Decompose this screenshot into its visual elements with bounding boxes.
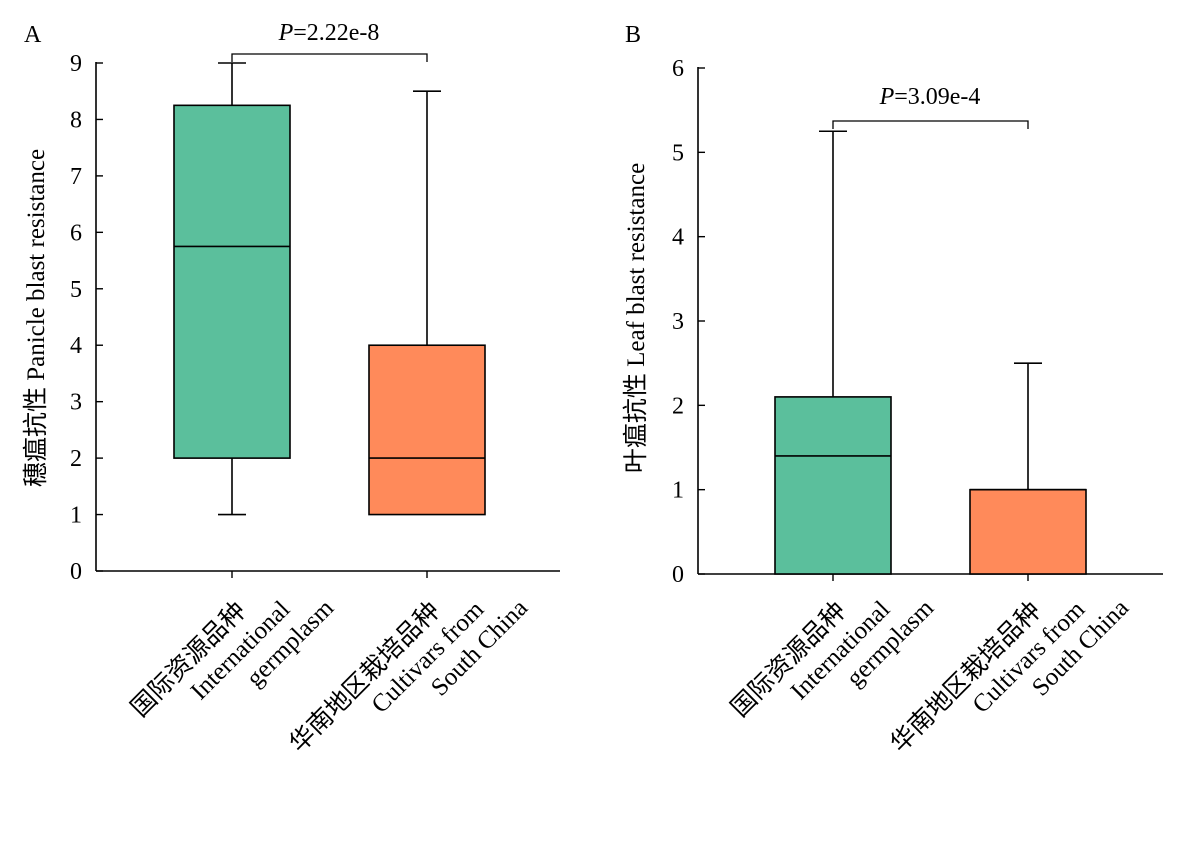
panel-b-y-axis-label: 叶瘟抗性 Leaf blast resistance bbox=[622, 163, 650, 473]
panel-a: A 穗瘟抗性 Panicle blast resistance 0 1 2 3 4 5 6 7… bbox=[22, 20, 560, 758]
panel-a-category-labels: 国际资源品种Internationalgermplasm华南地区栽培品种Cult… bbox=[126, 594, 534, 758]
panel-a-boxes bbox=[173, 62, 486, 516]
panel-a-y-tick-label: 4 bbox=[70, 333, 82, 359]
panel-b-y-tick-label: 0 bbox=[672, 562, 684, 588]
panel-b-bracket-line bbox=[832, 120, 1029, 129]
panel-a-y-tick-label: 7 bbox=[70, 164, 82, 190]
panel-b-p-value: P=3.09e-4 bbox=[879, 84, 981, 110]
panel-b-significance-bracket bbox=[832, 120, 1029, 129]
panel-a-y-tick-label: 8 bbox=[70, 107, 82, 133]
panel-b-y-tick-label: 6 bbox=[672, 56, 684, 82]
panel-a-significance-bracket bbox=[231, 53, 428, 62]
panel-b-box-0 bbox=[774, 130, 892, 575]
panel-a-box-1 bbox=[368, 90, 486, 516]
panel-a-bracket-line bbox=[231, 53, 428, 62]
panel-a-iqr-box-1 bbox=[368, 344, 486, 516]
panel-b-y-ticks: 0 1 2 3 4 5 6 bbox=[672, 56, 705, 588]
panel-a-y-tick-label: 9 bbox=[70, 51, 82, 77]
panel-b-box-1 bbox=[969, 362, 1087, 575]
panel-a-y-tick-label: 2 bbox=[70, 446, 82, 472]
panel-a-y-tick-label: 1 bbox=[70, 503, 82, 529]
panel-a-box-0 bbox=[173, 62, 291, 516]
panel-a-p-value: P=2.22e-8 bbox=[278, 20, 380, 46]
panel-b-axes bbox=[697, 67, 1163, 581]
panel-a-y-tick-label: 6 bbox=[70, 220, 82, 246]
panel-a-label: A bbox=[24, 22, 42, 48]
panel-b-iqr-box-0 bbox=[774, 396, 892, 575]
panel-b-y-tick-label: 5 bbox=[672, 140, 684, 166]
panel-b: B 叶瘟抗性 Leaf blast resistance 0 1 2 3 4 5 6 P=3… bbox=[622, 22, 1163, 758]
panel-b-y-tick-label: 4 bbox=[672, 225, 684, 251]
panel-b-y-tick-label: 1 bbox=[672, 478, 684, 504]
panel-a-y-tick-label: 0 bbox=[70, 559, 82, 585]
panel-b-p-symbol: P bbox=[879, 84, 895, 110]
panel-a-y-tick-label: 5 bbox=[70, 277, 82, 303]
panel-a-iqr-box-0 bbox=[173, 104, 291, 459]
panel-b-label: B bbox=[625, 22, 641, 48]
panel-a-y-tick-label: 3 bbox=[70, 390, 82, 416]
panel-a-axes bbox=[95, 62, 560, 578]
panel-b-category-labels: 国际资源品种Internationalgermplasm华南地区栽培品种Cult… bbox=[726, 594, 1135, 758]
panel-b-iqr-box-1 bbox=[969, 488, 1087, 575]
panel-b-p-text: =3.09e-4 bbox=[894, 84, 980, 110]
panel-a-y-axis-label: 穗瘟抗性 Panicle blast resistance bbox=[22, 149, 50, 487]
panel-b-y-tick-label: 3 bbox=[672, 309, 684, 335]
panel-a-p-text: =2.22e-8 bbox=[293, 20, 379, 46]
panel-b-y-tick-label: 2 bbox=[672, 393, 684, 419]
panel-b-boxes bbox=[774, 130, 1087, 575]
panel-a-p-symbol: P bbox=[278, 20, 294, 46]
panel-a-y-ticks: 0 1 2 3 4 5 6 7 8 9 bbox=[70, 51, 103, 585]
